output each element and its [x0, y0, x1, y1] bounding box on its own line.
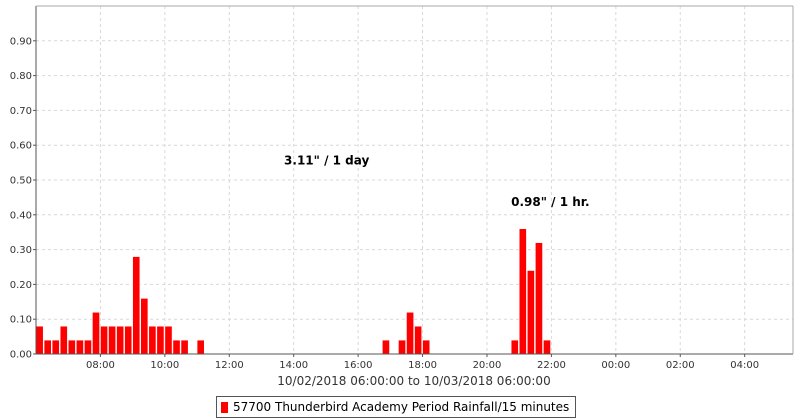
x-tick-label: 08:00 — [86, 360, 115, 371]
bar — [148, 325, 157, 355]
y-axis-ticks: 0.00 0.10 0.20 0.30 0.40 0.50 0.60 0.70 0.80 0.90 — [10, 36, 36, 361]
bar — [510, 339, 519, 355]
bar — [196, 339, 205, 355]
x-tick-label: 04:00 — [730, 360, 759, 371]
bar — [140, 298, 149, 355]
x-tick-label: 20:00 — [473, 360, 502, 371]
annotation-label: 3.11" / 1 day — [284, 153, 369, 167]
bar — [543, 339, 551, 355]
bar — [51, 339, 60, 355]
y-tick-label: 0.70 — [10, 106, 32, 117]
y-tick-label: 0.90 — [10, 36, 32, 47]
y-tick-label: 0.30 — [10, 245, 32, 256]
x-tick-label: 18:00 — [408, 360, 437, 371]
bar — [526, 270, 535, 355]
legend-swatch — [221, 401, 228, 413]
bar — [67, 339, 76, 355]
x-axis-title: 10/02/2018 06:00:00 to 10/03/2018 06:00:… — [277, 374, 550, 388]
bar — [108, 325, 117, 355]
x-tick-label: 22:00 — [537, 360, 566, 371]
bar — [534, 242, 543, 355]
x-tick-label: 16:00 — [344, 360, 373, 371]
y-tick-label: 0.50 — [10, 176, 32, 187]
legend-label: 57700 Thunderbird Academy Period Rainfal… — [233, 400, 570, 414]
x-axis-ticks: 08:00 10:00 12:00 14:00 16:00 18:00 20:00 22:00… — [86, 354, 759, 371]
y-tick-label: 0.00 — [10, 350, 32, 361]
bar — [35, 325, 44, 355]
y-tick-label: 0.60 — [10, 141, 32, 152]
x-tick-label: 14:00 — [279, 360, 308, 371]
bar — [180, 339, 189, 355]
x-tick-label: 02:00 — [666, 360, 695, 371]
bar — [172, 339, 181, 355]
bar — [414, 325, 423, 355]
bar — [406, 311, 414, 355]
grid-lines — [36, 6, 793, 354]
bar — [116, 325, 125, 355]
annotations: 3.11" / 1 day 0.98" / 1 hr. — [284, 153, 590, 209]
bar — [100, 325, 108, 355]
bar — [75, 339, 84, 355]
bar — [164, 325, 173, 355]
y-tick-label: 0.80 — [10, 71, 32, 82]
x-tick-label: 10:00 — [150, 360, 179, 371]
bar — [398, 339, 406, 355]
y-tick-label: 0.20 — [10, 280, 32, 291]
bar — [381, 339, 390, 355]
bar — [124, 325, 133, 355]
bar — [518, 228, 527, 355]
bar — [422, 339, 431, 355]
annotation-label: 0.98" / 1 hr. — [511, 195, 589, 209]
y-tick-label: 0.10 — [10, 315, 32, 326]
x-tick-label: 00:00 — [601, 360, 630, 371]
bar-series — [35, 228, 551, 355]
y-tick-label: 0.40 — [10, 210, 32, 221]
bar — [92, 311, 100, 355]
bar — [84, 339, 92, 355]
x-tick-label: 12:00 — [215, 360, 244, 371]
bar — [59, 325, 68, 355]
bar — [132, 256, 141, 355]
bar — [156, 325, 165, 355]
legend: 57700 Thunderbird Academy Period Rainfal… — [216, 396, 577, 418]
bar — [43, 339, 52, 355]
